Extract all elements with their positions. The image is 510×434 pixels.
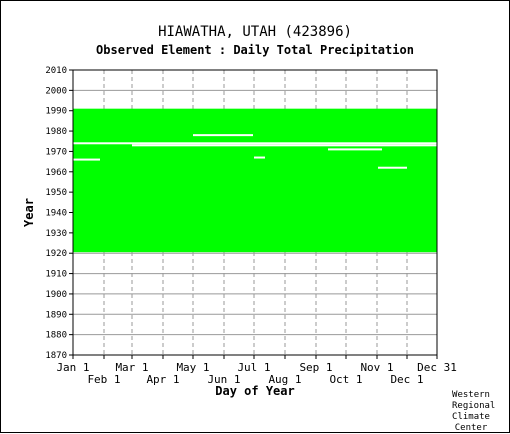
credit-line: Climate bbox=[452, 412, 490, 422]
y-tick-label: 2010 bbox=[45, 66, 67, 76]
y-tick-label: 1890 bbox=[45, 310, 67, 320]
x-tick-label-bottom: Dec 1 bbox=[390, 373, 423, 386]
y-tick-label: 1870 bbox=[45, 351, 67, 361]
x-tick-label-top: Jul 1 bbox=[237, 361, 270, 374]
y-tick-label: 1980 bbox=[45, 127, 67, 137]
credit-block: Western Regional Climate Center bbox=[452, 390, 496, 434]
credit-line: Regional bbox=[452, 401, 496, 411]
y-tick-label: 1950 bbox=[45, 188, 67, 198]
x-tick-label-top: Jan 1 bbox=[56, 361, 89, 374]
credit-line: Center bbox=[454, 423, 488, 433]
missing-data-gap bbox=[132, 144, 437, 147]
x-tick-label-bottom: Apr 1 bbox=[146, 373, 179, 386]
x-tick-label-top: Mar 1 bbox=[115, 361, 148, 374]
y-tick-label: 2000 bbox=[45, 86, 67, 96]
missing-data-gap bbox=[73, 142, 437, 145]
y-tick-label: 1970 bbox=[45, 147, 67, 157]
x-tick-label-top: Nov 1 bbox=[360, 361, 393, 374]
credit-line: Western bbox=[452, 390, 490, 400]
y-tick-label: 1930 bbox=[45, 229, 67, 239]
x-tick-label-bottom: Aug 1 bbox=[268, 373, 301, 386]
y-tick-label: 1880 bbox=[45, 331, 67, 341]
x-tick-label-top: May 1 bbox=[176, 361, 209, 374]
x-axis-title: Day of Year bbox=[215, 384, 294, 398]
missing-data-gap bbox=[193, 134, 253, 137]
x-tick-label-bottom: Feb 1 bbox=[87, 373, 120, 386]
x-tick-label-bottom: Jun 1 bbox=[207, 373, 240, 386]
y-tick-label: 1960 bbox=[45, 168, 67, 178]
y-tick-label: 1940 bbox=[45, 209, 67, 219]
missing-data-gap bbox=[254, 156, 265, 159]
y-tick-label: 1910 bbox=[45, 270, 67, 280]
chart-subtitle: Observed Element : Daily Total Precipita… bbox=[96, 43, 414, 57]
y-axis-title: Year bbox=[22, 198, 36, 227]
x-tick-label-top: Dec 31 bbox=[417, 361, 457, 374]
x-tick-label-top: Sep 1 bbox=[299, 361, 332, 374]
missing-data-gap bbox=[378, 166, 407, 169]
data-coverage-block bbox=[73, 108, 437, 253]
chart-title: HIAWATHA, UTAH (423896) bbox=[158, 24, 352, 40]
missing-data-gap bbox=[73, 158, 100, 161]
y-tick-label: 1920 bbox=[45, 249, 67, 259]
y-tick-label: 1990 bbox=[45, 107, 67, 117]
y-tick-label: 1900 bbox=[45, 290, 67, 300]
x-tick-label-bottom: Oct 1 bbox=[329, 373, 362, 386]
missing-data-gap bbox=[328, 148, 382, 151]
